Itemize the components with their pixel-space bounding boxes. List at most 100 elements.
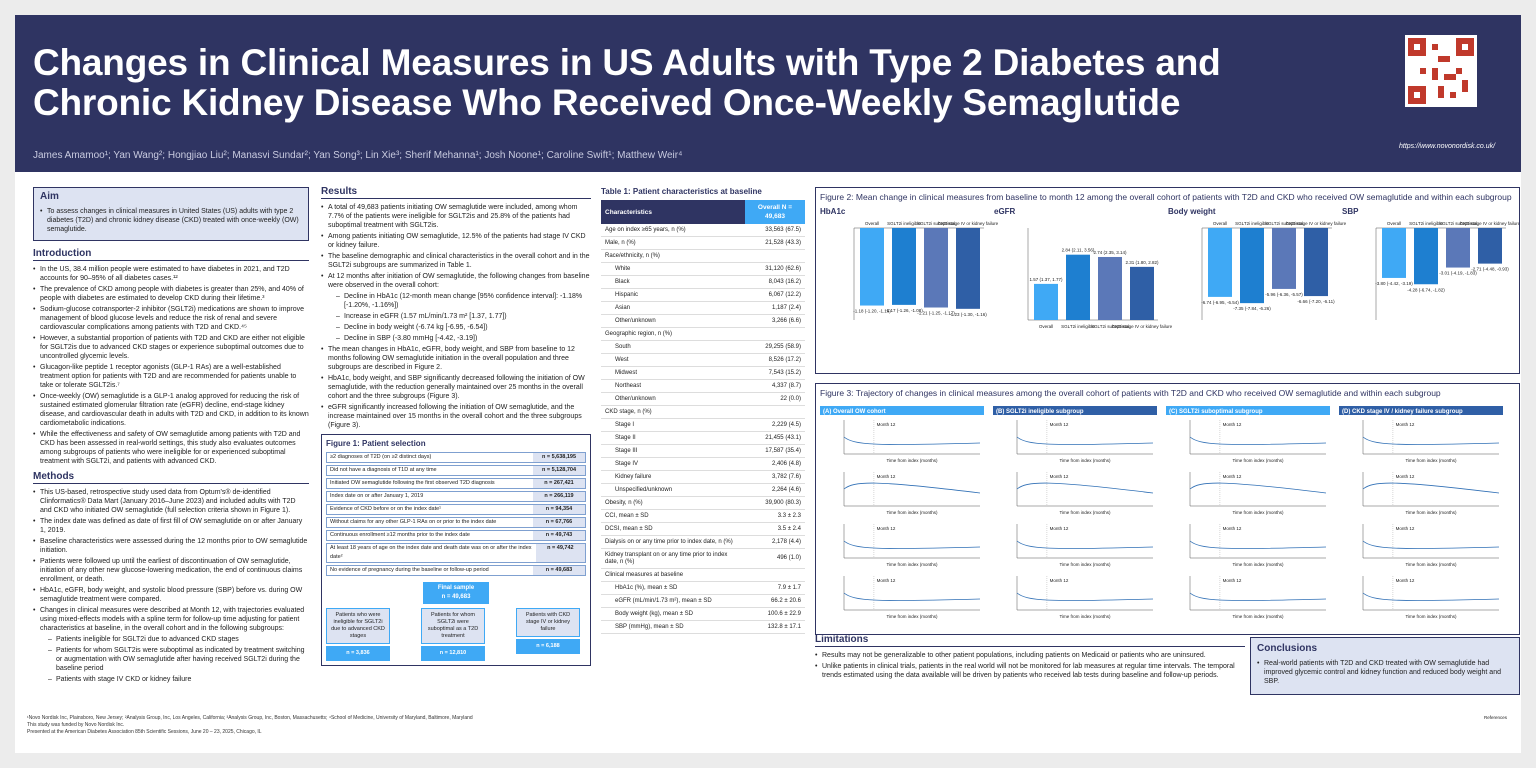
table-row: Asian 1,187 (2.4)	[601, 301, 805, 315]
month-12-label: Month 12	[1050, 422, 1069, 427]
data-label: -1.17 (-1.26, -1.08)	[885, 308, 923, 313]
results-bullet: The mean changes in HbA1c, eGFR, body we…	[321, 345, 591, 372]
table-row: Kidney transplant on or any time prior t…	[601, 548, 805, 569]
table-cell-label: DCSI, mean ± SD	[601, 522, 745, 536]
table-cell-label: Clinical measures at baseline	[601, 568, 745, 582]
group-label: Overall	[865, 221, 879, 226]
subgroup-header-label: (D) CKD stage IV / kidney failure subgro…	[1342, 409, 1463, 415]
data-label: -6.74 (-6.95, -6.54)	[1201, 300, 1239, 305]
sub-list-item: Decline in HbA1c (12-month mean change […	[336, 292, 591, 310]
group-label: Overall	[1387, 221, 1401, 226]
x-axis-label: Time from index (months)	[1405, 458, 1457, 463]
trajectory-line	[1362, 592, 1500, 601]
subgroup-box: Patients with CKD stage IV or kidney fai…	[516, 608, 586, 661]
panel-title: Body weight	[1168, 207, 1216, 216]
group-label: SGLT2i suboptimal	[917, 221, 955, 226]
data-label: -1.21 (-1.25, -1.17)	[917, 311, 955, 316]
trajectory-line	[1189, 482, 1327, 494]
introduction-heading: Introduction	[33, 249, 309, 261]
table-row: Male, n (%) 21,528 (43.3)	[601, 236, 805, 250]
subgroup-count: n = 3,836	[326, 646, 390, 661]
selection-criterion: At least 18 years of age on the index da…	[330, 545, 532, 560]
conclusions-text: Real-world patients with T2D and CKD tre…	[1257, 659, 1513, 686]
selection-criterion: Without claims for any other GLP-1 RAs o…	[330, 519, 497, 525]
group-label: CKD stage IV or kidney failure	[1286, 221, 1347, 226]
intro-bullet: Glucagon-like peptide 1 receptor agonist…	[33, 363, 309, 390]
x-axis-label: Time from index (months)	[886, 562, 938, 567]
trajectory-line	[1016, 540, 1154, 549]
group-label: CKD stage IV or kidney failure	[1112, 324, 1173, 329]
table-row: eGFR (mL/min/1.73 m²), mean ± SD 66.2 ± 2…	[601, 594, 805, 608]
table-1-title: Table 1: Patient characteristics at base…	[601, 187, 762, 196]
table-cell-label: Stage II	[601, 431, 745, 445]
table-row: DCSI, mean ± SD 3.5 ± 2.4	[601, 522, 805, 536]
sub-list-item: Patients for whom SGLT2is were suboptima…	[48, 646, 309, 673]
subgroup-label: Patients who were ineligible for SGLT2i …	[326, 608, 390, 644]
qr-code-icon[interactable]	[1405, 35, 1477, 107]
subgroup-count: n = 12,810	[421, 646, 485, 661]
x-axis-label: Time from index (months)	[886, 510, 938, 515]
table-cell-value: 22 (0.0)	[745, 392, 805, 406]
table-cell-label: Stage I	[601, 418, 745, 432]
x-axis-label: Time from index (months)	[1059, 510, 1111, 515]
data-label: 2.31 (1.80, 2.82)	[1125, 260, 1159, 265]
trajectory-line	[843, 482, 981, 494]
selection-criterion: Did not have a diagnosis of T1D at any t…	[330, 467, 437, 473]
selection-count: n = 5,128,704	[533, 466, 585, 475]
selection-step: Did not have a diagnosis of T1D at any t…	[326, 465, 586, 476]
table-row: Race/ethnicity, n (%)	[601, 249, 805, 263]
table-cell-value: 21,455 (43.1)	[745, 431, 805, 445]
x-axis-label: Time from index (months)	[1059, 614, 1111, 619]
table-row: Stage II 21,455 (43.1)	[601, 431, 805, 445]
table-cell-value: 33,563 (67.5)	[745, 224, 805, 237]
subgroup-box: Patients for whom SGLT2i were suboptimal…	[421, 608, 491, 661]
x-axis-label: Time from index (months)	[1232, 510, 1284, 515]
column-1: Aim To assess changes in clinical measur…	[33, 187, 309, 686]
selection-step: Without claims for any other GLP-1 RAs o…	[326, 517, 586, 528]
trajectory-line	[1189, 592, 1327, 601]
month-12-label: Month 12	[877, 474, 896, 479]
results-bullet: eGFR significantly increased following t…	[321, 403, 591, 430]
conclusions-box: Conclusions Real-world patients with T2D…	[1250, 637, 1520, 695]
table-row: Black 8,043 (16.2)	[601, 275, 805, 289]
limitations-heading: Limitations	[815, 635, 1245, 647]
table-cell-label: HbA1c (%), mean ± SD	[601, 581, 745, 595]
table-cell-label: West	[601, 353, 745, 367]
results-bullet: At 12 months after initiation of OW sema…	[321, 272, 591, 343]
results-bullet: The baseline demographic and clinical ch…	[321, 252, 591, 270]
selection-count: n = 94,354	[533, 505, 585, 514]
table-cell-label: Black	[601, 275, 745, 289]
panel-title: eGFR	[994, 207, 1016, 216]
month-12-label: Month 12	[877, 526, 896, 531]
subgroup-header	[993, 406, 1157, 415]
figure-1: Figure 1: Patient selection ≥2 diagnoses…	[321, 434, 591, 666]
table-1: Characteristics Overall N = 49,683 Age on…	[601, 200, 805, 634]
sub-list: Decline in HbA1c (12-month mean change […	[328, 292, 591, 343]
data-label: -3.80 (-4.42, -3.19)	[1375, 281, 1413, 286]
bar	[1478, 228, 1502, 264]
table-cell-label: Midwest	[601, 366, 745, 380]
column-3: Table 1: Patient characteristics at base…	[601, 187, 805, 634]
table-cell-label: Body weight (kg), mean ± SD	[601, 607, 745, 621]
table-cell-value: 1,187 (2.4)	[745, 301, 805, 315]
affiliations: ¹Novo Nordisk Inc, Plainsboro, New Jerse…	[27, 715, 473, 721]
table-cell-label: SBP (mmHg), mean ± SD	[601, 620, 745, 634]
qr-url[interactable]: https://www.novonordisk.co.uk/	[1399, 143, 1496, 150]
table-cell-value: 8,043 (16.2)	[745, 275, 805, 289]
group-label: Overall	[1039, 324, 1053, 329]
table-row: Geographic region, n (%)	[601, 327, 805, 341]
table-cell-value: 4,337 (8.7)	[745, 379, 805, 393]
table-cell-label: Age on index ≥65 years, n (%)	[601, 224, 745, 237]
selection-flow: ≥2 diagnoses of T2D (on ≥2 distinct days…	[326, 452, 586, 576]
references-heading: References	[1483, 715, 1507, 720]
methods-heading: Methods	[33, 472, 309, 484]
table-cell-label: South	[601, 340, 745, 354]
data-label: -5.96 (-6.36, -5.57)	[1265, 292, 1303, 297]
table-row: Unspecified/unknown 2,264 (4.6)	[601, 483, 805, 497]
intro-bullet: Once-weekly (OW) semaglutide is a GLP-1 …	[33, 392, 309, 428]
table-cell-value: 7.9 ± 1.7	[745, 581, 805, 595]
subgroup-header-label: (A) Overall OW cohort	[823, 409, 886, 415]
table-cell-value: 2,264 (4.6)	[745, 483, 805, 497]
table-cell-value: 29,255 (58.9)	[745, 340, 805, 354]
table-cell-value: 3,266 (6.6)	[745, 314, 805, 328]
